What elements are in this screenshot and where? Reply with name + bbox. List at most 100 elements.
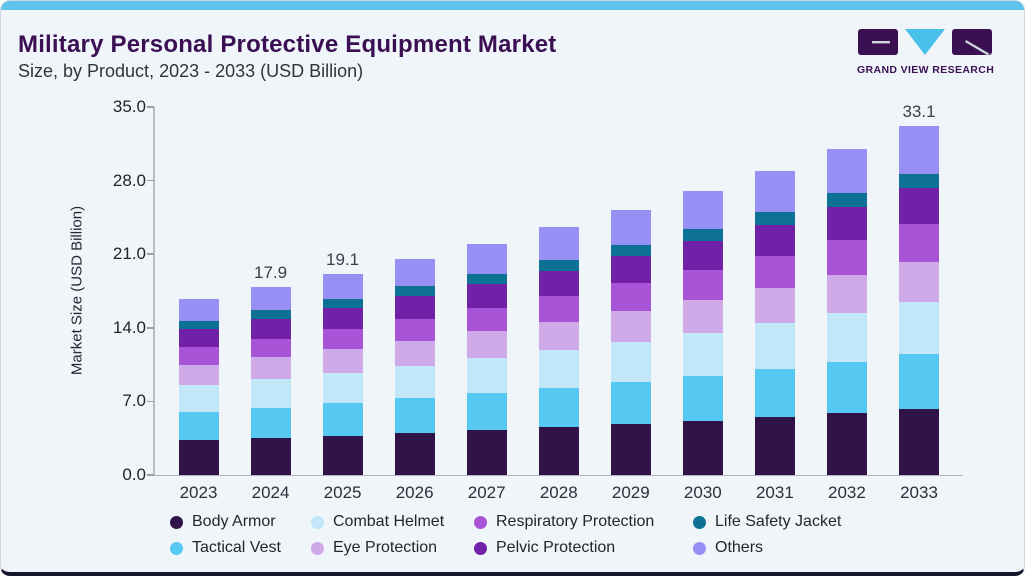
page-subtitle: Size, by Product, 2023 - 2033 (USD Billi… — [18, 61, 364, 81]
x-tick-label-2023: 2023 — [179, 483, 218, 502]
y-axis-title: Market Size (USD Billion) — [68, 205, 86, 376]
bar-2026-segment-tactical-vest — [394, 398, 435, 433]
bar-2025-segment-eye-protection — [322, 349, 363, 373]
bar-2027-segment-tactical-vest — [466, 393, 507, 431]
bar-2031-segment-body-armor — [754, 417, 795, 475]
bar-2030-segment-pelvic-protection — [682, 241, 723, 271]
y-tick-label-35.0: 35.0 — [112, 97, 146, 116]
gvr-logo-marks — [858, 29, 992, 55]
bar-2029-segment-body-armor — [610, 424, 651, 475]
bar-2030-segment-others — [682, 191, 723, 229]
bar-total-label-2024: 17.9 — [254, 262, 288, 282]
bar-2033-segment-respiratory-protection — [899, 223, 939, 262]
legend-item-others: Others — [693, 539, 763, 557]
bar-2028-segment-others — [538, 227, 579, 260]
bar-2025-segment-body-armor — [322, 435, 363, 475]
bar-2033-segment-life-safety-jacket — [899, 173, 939, 189]
bar-2026-segment-respiratory-protection — [394, 318, 435, 341]
bar-2027-segment-combat-helmet — [466, 358, 507, 394]
bar-2033-segment-others — [899, 126, 939, 174]
bar-2027-segment-eye-protection — [466, 331, 507, 359]
x-tick-label-2024: 2024 — [251, 483, 290, 502]
bar-2026-segment-others — [394, 259, 435, 287]
legend-label-others: Others — [715, 539, 764, 556]
legend-label-pelvic-protection: Pelvic Protection — [496, 539, 616, 556]
bar-2024-segment-combat-helmet — [250, 379, 291, 408]
bar-total-label-2033: 33.1 — [902, 102, 936, 122]
bar-2030-segment-body-armor — [682, 420, 723, 475]
logo-v-triangle — [905, 29, 945, 55]
logo-wordmark: GRAND VIEW RESEARCH — [857, 64, 995, 76]
bar-2031-segment-respiratory-protection — [754, 255, 795, 289]
x-axis-line — [153, 474, 963, 476]
x-tick-label-2030: 2030 — [683, 483, 722, 502]
bar-2029-segment-respiratory-protection — [610, 283, 651, 312]
bar-2032-segment-pelvic-protection — [826, 207, 867, 241]
bar-2027-segment-body-armor — [466, 430, 507, 475]
bar-2024-segment-life-safety-jacket — [250, 310, 291, 320]
legend-dot-body-armor — [170, 515, 183, 529]
bar-2033-segment-eye-protection — [899, 261, 939, 302]
bar-2024-segment-eye-protection — [250, 357, 291, 380]
bar-2024-segment-pelvic-protection — [250, 319, 291, 339]
bar-2025-segment-respiratory-protection — [322, 329, 363, 350]
bar-2023-segment-others — [178, 298, 219, 321]
bar-total-label-2025: 19.1 — [326, 249, 360, 269]
x-tick-label-2033: 2033 — [900, 483, 938, 502]
bar-2029-segment-tactical-vest — [610, 381, 651, 425]
logo-g-bar — [872, 41, 890, 44]
y-tick-mark-35.0 — [147, 106, 154, 108]
bar-2029-segment-life-safety-jacket — [610, 244, 651, 257]
bar-2023-segment-pelvic-protection — [178, 328, 219, 348]
legend-item-respiratory-protection: Respiratory Protection — [474, 513, 654, 531]
bar-2028-segment-pelvic-protection — [538, 270, 579, 297]
bar-2023-segment-tactical-vest — [178, 411, 219, 441]
bar-2025-segment-combat-helmet — [322, 372, 363, 404]
bar-2025-segment-pelvic-protection — [322, 308, 363, 330]
legend-dot-pelvic-protection — [474, 541, 487, 555]
bar-2032-segment-eye-protection — [826, 275, 867, 313]
bar-2032-segment-respiratory-protection — [826, 240, 867, 276]
bar-2024-segment-body-armor — [250, 438, 291, 475]
x-tick-label-2031: 2031 — [755, 483, 794, 502]
x-tick-label-2029: 2029 — [611, 483, 650, 502]
y-axis-line — [153, 107, 155, 475]
legend-dot-combat-helmet — [311, 515, 324, 529]
bar-2024-segment-respiratory-protection — [250, 338, 291, 358]
bar-2031-segment-pelvic-protection — [754, 224, 795, 256]
y-tick-mark-28.0 — [147, 179, 154, 182]
y-tick-label-21.0: 21.0 — [112, 244, 146, 264]
bar-2026-segment-pelvic-protection — [394, 296, 435, 319]
legend-dot-eye-protection — [311, 541, 324, 555]
bar-2033-segment-combat-helmet — [899, 301, 939, 355]
legend-item-life-safety-jacket: Life Safety Jacket — [693, 513, 841, 531]
y-tick-label-14.0: 14.0 — [112, 317, 146, 337]
bar-2023-segment-respiratory-protection — [178, 347, 219, 365]
bar-2028-segment-combat-helmet — [538, 350, 579, 388]
legend-dot-others — [693, 541, 706, 555]
bar-2028-segment-life-safety-jacket — [538, 259, 579, 271]
bar-2031-segment-others — [754, 170, 795, 212]
bar-2028-segment-body-armor — [538, 427, 579, 475]
legend-label-tactical-vest: Tactical Vest — [192, 539, 281, 556]
bar-2026-segment-life-safety-jacket — [394, 286, 435, 297]
top-accent-bar — [1, 1, 1024, 10]
bar-2023-segment-eye-protection — [178, 364, 219, 386]
bar-2030-segment-tactical-vest — [682, 375, 723, 421]
bar-2026-segment-combat-helmet — [394, 365, 435, 399]
bar-2031-segment-combat-helmet — [754, 323, 795, 369]
legend-item-eye-protection: Eye Protection — [311, 539, 437, 557]
bar-2030-segment-combat-helmet — [682, 332, 723, 376]
bar-2025-segment-life-safety-jacket — [322, 298, 363, 309]
bar-2033-segment-pelvic-protection — [899, 188, 939, 224]
legend-item-tactical-vest: Tactical Vest — [170, 539, 281, 557]
bar-2027-segment-respiratory-protection — [466, 307, 507, 332]
legend-dot-life-safety-jacket — [693, 515, 706, 529]
legend-dot-respiratory-protection — [474, 515, 487, 529]
bar-2029-segment-combat-helmet — [610, 341, 651, 382]
bar-2023-segment-life-safety-jacket — [178, 320, 219, 329]
bar-2032-segment-body-armor — [826, 413, 867, 475]
legend-label-life-safety-jacket: Life Safety Jacket — [715, 513, 842, 530]
x-tick-label-2026: 2026 — [395, 483, 434, 502]
bar-2026-segment-eye-protection — [394, 340, 435, 366]
